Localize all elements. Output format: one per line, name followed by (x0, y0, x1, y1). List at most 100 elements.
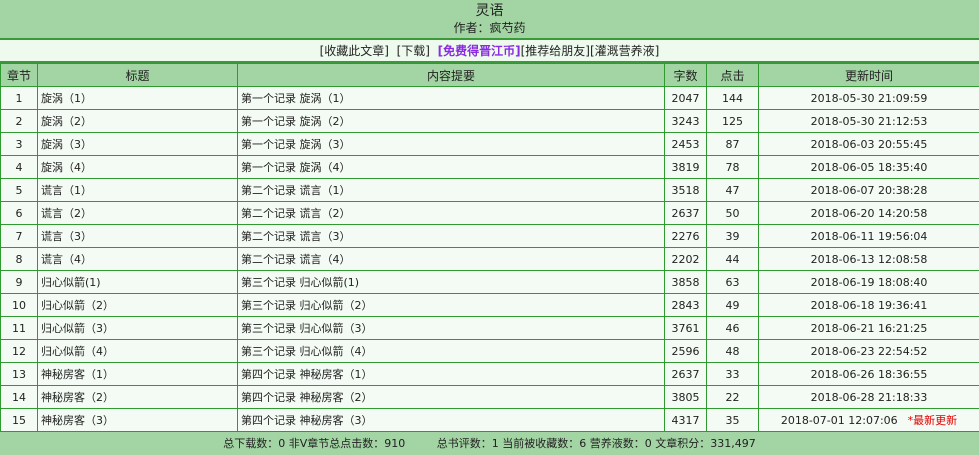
chapter-number: 4 (1, 156, 38, 179)
update-time: 2018-06-26 18:36:55 (759, 363, 979, 386)
word-count-text: 2453 (672, 138, 700, 151)
chapter-title[interactable]: 旋涡（4） (38, 156, 238, 179)
click-count: 48 (707, 340, 759, 363)
chapter-title[interactable]: 归心似箭（3） (38, 317, 238, 340)
word-count-text: 2596 (672, 345, 700, 358)
chapter-title[interactable]: 谎言（3） (38, 225, 238, 248)
chapter-title-text[interactable]: 神秘房客（2） (41, 391, 114, 404)
chapter-title[interactable]: 神秘房客（3） (38, 409, 238, 432)
chapter-summary: 第二个记录 谎言（1） (238, 179, 665, 202)
word-count: 2637 (665, 202, 707, 225)
chapter-title-text[interactable]: 神秘房客（3） (41, 414, 114, 427)
update-time-text: 2018-05-30 21:12:53 (811, 115, 928, 128)
chapter-title[interactable]: 旋涡（1） (38, 87, 238, 110)
word-count: 2276 (665, 225, 707, 248)
download-link[interactable]: [下载] (397, 44, 430, 58)
chapter-summary: 第一个记录 旋涡（4） (238, 156, 665, 179)
word-count-text: 3805 (672, 391, 700, 404)
click-count: 22 (707, 386, 759, 409)
chapter-title[interactable]: 归心似箭（2） (38, 294, 238, 317)
chapter-title-text[interactable]: 归心似箭（3） (41, 322, 114, 335)
click-count-text: 46 (726, 322, 740, 335)
stats-footer: 总下载数：0 非V章节总点击数：910 总书评数：1 当前被收藏数：6 营养液数… (0, 432, 979, 455)
click-count-text: 44 (726, 253, 740, 266)
chapter-number-text: 9 (16, 276, 23, 289)
update-time: 2018-05-30 21:09:59 (759, 87, 979, 110)
word-count-text: 2047 (672, 92, 700, 105)
chapter-title-text[interactable]: 谎言（2） (41, 207, 92, 220)
chapter-title-text[interactable]: 旋涡（1） (41, 92, 92, 105)
chapter-summary-text: 第二个记录 谎言（1） (241, 184, 351, 197)
update-time-text: 2018-06-28 21:18:33 (811, 391, 928, 404)
chapter-title-text[interactable]: 谎言（4） (41, 253, 92, 266)
word-count-text: 3243 (672, 115, 700, 128)
update-time: 2018-06-28 21:18:33 (759, 386, 979, 409)
chapter-number: 7 (1, 225, 38, 248)
chapter-title-text[interactable]: 旋涡（3） (41, 138, 92, 151)
chapter-summary: 第一个记录 旋涡（2） (238, 110, 665, 133)
favorite-link[interactable]: [收藏此文章] (320, 44, 389, 58)
table-header: 章节 标题 内容提要 字数 点击 更新时间 (1, 64, 979, 87)
chapter-title-text[interactable]: 旋涡（2） (41, 115, 92, 128)
update-time-text: 2018-05-30 21:09:59 (811, 92, 928, 105)
click-count: 63 (707, 271, 759, 294)
chapter-title[interactable]: 归心似箭（4） (38, 340, 238, 363)
chapter-title[interactable]: 谎言（4） (38, 248, 238, 271)
chapter-number: 15 (1, 409, 38, 432)
word-count-text: 3518 (672, 184, 700, 197)
table-row: 14 神秘房客（2） 第四个记录 神秘房客（2） 3805 22 2018-06-28 2… (1, 386, 979, 409)
chapter-title-text[interactable]: 神秘房客（1） (41, 368, 114, 381)
click-count: 33 (707, 363, 759, 386)
novel-author[interactable]: 作者：疯芍药 (0, 20, 979, 36)
chapter-number-text: 5 (16, 184, 23, 197)
chapter-number: 8 (1, 248, 38, 271)
chapter-title-text[interactable]: 归心似箭(1) (41, 276, 101, 289)
novel-header: 灵语 作者：疯芍药 (0, 0, 979, 40)
chapter-title[interactable]: 神秘房客（2） (38, 386, 238, 409)
click-count: 144 (707, 87, 759, 110)
recommend-link[interactable]: [推荐给朋友] (521, 44, 590, 58)
chapter-title[interactable]: 旋涡（3） (38, 133, 238, 156)
click-count-text: 50 (726, 207, 740, 220)
chapter-summary-text: 第一个记录 旋涡（4） (241, 161, 351, 174)
chapter-title[interactable]: 神秘房客（1） (38, 363, 238, 386)
update-time: 2018-06-11 19:56:04 (759, 225, 979, 248)
chapter-title[interactable]: 旋涡（2） (38, 110, 238, 133)
chapter-number: 10 (1, 294, 38, 317)
word-count: 3518 (665, 179, 707, 202)
free-coins-link[interactable]: [免费得晋江币] (438, 44, 521, 58)
chapter-title[interactable]: 谎言（2） (38, 202, 238, 225)
chapter-title-text[interactable]: 旋涡（4） (41, 161, 92, 174)
chapter-summary: 第三个记录 归心似箭（3） (238, 317, 665, 340)
update-time: 2018-05-30 21:12:53 (759, 110, 979, 133)
update-time: 2018-06-20 14:20:58 (759, 202, 979, 225)
action-links: [收藏此文章] [下载] [免费得晋江币][推荐给朋友][灌溉营养液] (0, 40, 979, 63)
review-favorite-stats: 总书评数：1 当前被收藏数：6 营养液数：0 文章积分：331,497 (437, 437, 756, 450)
chapter-summary-text: 第四个记录 神秘房客（2） (241, 391, 373, 404)
chapter-summary: 第四个记录 神秘房客（2） (238, 386, 665, 409)
chapter-title-text[interactable]: 谎言（3） (41, 230, 92, 243)
chapter-number-text: 14 (12, 391, 26, 404)
chapter-title-text[interactable]: 归心似箭（4） (41, 345, 114, 358)
chapter-summary-text: 第三个记录 归心似箭（4） (241, 345, 373, 358)
click-count: 49 (707, 294, 759, 317)
update-time: 2018-07-01 12:07:06*最新更新 (759, 409, 979, 432)
chapter-number: 2 (1, 110, 38, 133)
word-count: 3243 (665, 110, 707, 133)
click-count-text: 49 (726, 299, 740, 312)
update-time-text: 2018-06-26 18:36:55 (811, 368, 928, 381)
chapter-number-text: 11 (12, 322, 26, 335)
word-count-text: 4317 (672, 414, 700, 427)
update-time: 2018-06-18 19:36:41 (759, 294, 979, 317)
chapter-title[interactable]: 谎言（1） (38, 179, 238, 202)
word-count: 3761 (665, 317, 707, 340)
chapter-title-text[interactable]: 归心似箭（2） (41, 299, 114, 312)
chapter-title-text[interactable]: 谎言（1） (41, 184, 92, 197)
chapter-title[interactable]: 归心似箭(1) (38, 271, 238, 294)
nutrient-link[interactable]: [灌溉营养液] (590, 44, 659, 58)
